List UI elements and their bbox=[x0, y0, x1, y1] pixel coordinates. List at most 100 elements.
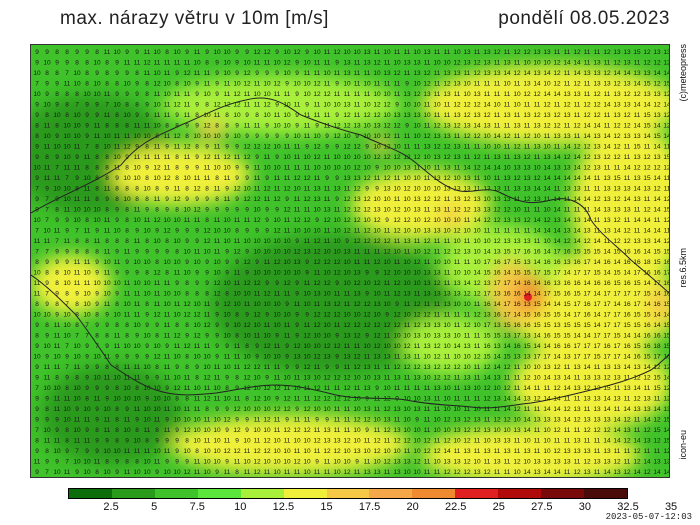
svg-text:10: 10 bbox=[33, 270, 41, 277]
svg-text:15: 15 bbox=[623, 322, 631, 329]
svg-text:13: 13 bbox=[423, 322, 431, 329]
svg-text:14: 14 bbox=[523, 417, 531, 424]
svg-text:11: 11 bbox=[44, 165, 51, 172]
svg-text:10: 10 bbox=[253, 385, 261, 392]
svg-text:11: 11 bbox=[564, 49, 571, 56]
svg-text:15: 15 bbox=[573, 322, 581, 329]
svg-text:10: 10 bbox=[243, 291, 251, 298]
svg-text:9: 9 bbox=[75, 49, 79, 56]
svg-text:8: 8 bbox=[115, 322, 119, 329]
svg-text:11: 11 bbox=[324, 186, 331, 193]
legend-tick: 15 bbox=[320, 501, 333, 513]
legend-swatch bbox=[283, 489, 327, 498]
svg-text:11: 11 bbox=[384, 228, 391, 235]
svg-text:17: 17 bbox=[543, 291, 551, 298]
svg-text:14: 14 bbox=[583, 333, 591, 340]
svg-text:10: 10 bbox=[133, 438, 141, 445]
svg-text:11: 11 bbox=[104, 301, 111, 308]
svg-text:12: 12 bbox=[613, 60, 621, 67]
svg-text:11: 11 bbox=[94, 133, 101, 140]
svg-text:12: 12 bbox=[353, 354, 361, 361]
svg-text:11: 11 bbox=[584, 49, 591, 56]
svg-text:10: 10 bbox=[353, 375, 361, 382]
svg-text:17: 17 bbox=[553, 249, 561, 256]
svg-text:11: 11 bbox=[224, 81, 231, 88]
svg-text:9: 9 bbox=[55, 81, 59, 88]
svg-text:8: 8 bbox=[35, 333, 39, 340]
svg-text:17: 17 bbox=[613, 354, 621, 361]
svg-text:10: 10 bbox=[173, 259, 181, 266]
svg-text:12: 12 bbox=[423, 238, 431, 245]
svg-text:11: 11 bbox=[524, 144, 531, 151]
svg-text:13: 13 bbox=[593, 70, 601, 77]
svg-text:15: 15 bbox=[653, 133, 661, 140]
svg-text:14: 14 bbox=[613, 259, 621, 266]
svg-text:12: 12 bbox=[573, 123, 581, 130]
svg-text:15: 15 bbox=[573, 249, 581, 256]
svg-text:13: 13 bbox=[543, 364, 551, 371]
svg-text:16: 16 bbox=[553, 343, 561, 350]
svg-text:11: 11 bbox=[294, 165, 301, 172]
svg-text:14: 14 bbox=[603, 270, 611, 277]
svg-text:11: 11 bbox=[584, 406, 591, 413]
svg-text:9: 9 bbox=[245, 165, 249, 172]
svg-text:12: 12 bbox=[553, 60, 561, 67]
svg-text:10: 10 bbox=[283, 123, 291, 130]
svg-text:12: 12 bbox=[313, 144, 321, 151]
svg-text:8: 8 bbox=[95, 196, 99, 203]
svg-text:11: 11 bbox=[354, 102, 361, 109]
svg-text:11: 11 bbox=[424, 406, 431, 413]
svg-text:13: 13 bbox=[393, 406, 401, 413]
svg-text:10: 10 bbox=[53, 144, 61, 151]
svg-text:16: 16 bbox=[563, 291, 571, 298]
svg-text:10: 10 bbox=[543, 207, 551, 214]
svg-text:10: 10 bbox=[173, 238, 181, 245]
svg-text:12: 12 bbox=[443, 417, 451, 424]
svg-text:14: 14 bbox=[583, 217, 591, 224]
svg-text:10: 10 bbox=[433, 217, 441, 224]
svg-text:10: 10 bbox=[413, 186, 421, 193]
svg-text:10: 10 bbox=[43, 312, 51, 319]
svg-text:8: 8 bbox=[155, 186, 159, 193]
svg-text:9: 9 bbox=[295, 280, 299, 287]
svg-text:8: 8 bbox=[245, 343, 249, 350]
svg-text:12: 12 bbox=[343, 112, 351, 119]
svg-text:8: 8 bbox=[195, 375, 199, 382]
svg-text:12: 12 bbox=[563, 406, 571, 413]
svg-text:13: 13 bbox=[573, 91, 581, 98]
svg-text:15: 15 bbox=[563, 333, 571, 340]
svg-text:10: 10 bbox=[143, 385, 151, 392]
svg-text:11: 11 bbox=[464, 217, 471, 224]
svg-text:9: 9 bbox=[295, 123, 299, 130]
svg-text:14: 14 bbox=[563, 270, 571, 277]
svg-text:15: 15 bbox=[633, 144, 641, 151]
svg-text:10: 10 bbox=[383, 385, 391, 392]
svg-text:8: 8 bbox=[165, 238, 169, 245]
svg-text:10: 10 bbox=[103, 406, 111, 413]
svg-text:10: 10 bbox=[193, 301, 201, 308]
svg-text:11: 11 bbox=[614, 406, 621, 413]
svg-text:9: 9 bbox=[165, 343, 169, 350]
svg-text:8: 8 bbox=[215, 196, 219, 203]
svg-text:11: 11 bbox=[324, 385, 331, 392]
svg-text:8: 8 bbox=[175, 154, 179, 161]
svg-text:11: 11 bbox=[104, 112, 111, 119]
svg-text:13: 13 bbox=[363, 364, 371, 371]
svg-text:9: 9 bbox=[365, 333, 369, 340]
legend-swatch bbox=[412, 489, 456, 498]
svg-text:10: 10 bbox=[433, 459, 441, 466]
svg-text:10: 10 bbox=[403, 417, 411, 424]
svg-text:11: 11 bbox=[414, 343, 421, 350]
svg-text:11: 11 bbox=[454, 448, 461, 455]
svg-text:10: 10 bbox=[393, 186, 401, 193]
svg-text:11: 11 bbox=[304, 70, 311, 77]
svg-text:10: 10 bbox=[253, 301, 261, 308]
svg-text:10: 10 bbox=[543, 238, 551, 245]
svg-text:11: 11 bbox=[404, 375, 411, 382]
svg-text:12: 12 bbox=[403, 186, 411, 193]
svg-text:11: 11 bbox=[594, 228, 601, 235]
svg-text:9: 9 bbox=[315, 217, 319, 224]
svg-text:10: 10 bbox=[203, 91, 211, 98]
svg-text:12: 12 bbox=[463, 417, 471, 424]
svg-text:10: 10 bbox=[53, 385, 61, 392]
